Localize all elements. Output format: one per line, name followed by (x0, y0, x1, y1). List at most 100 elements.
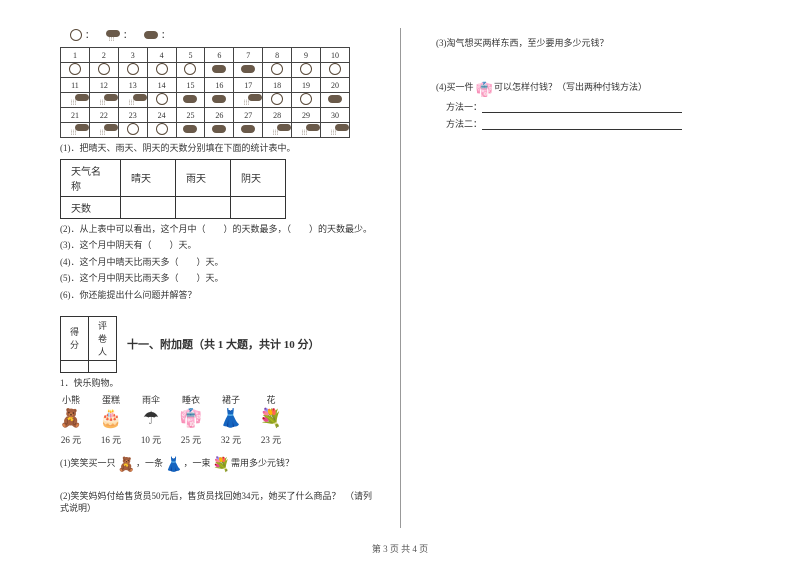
calendar-weather-cell (234, 93, 263, 108)
calendar-table: 1234567891011121314151617181920212223242… (60, 47, 350, 138)
calendar-weather-cell (118, 123, 147, 138)
score-cell (61, 360, 89, 372)
calendar-day-num: 20 (321, 78, 350, 93)
calendar-day-num: 18 (263, 78, 292, 93)
shop-item: 裙子👗32 元 (220, 393, 242, 446)
calendar-weather-cell (321, 123, 350, 138)
sq1-text-d: 需用多少元钱？ (231, 458, 294, 468)
calendar-weather-cell (118, 93, 147, 108)
section-11-title: 十一、附加题（共 1 大题，共计 10 分） (127, 336, 320, 352)
page-footer: 第 3 页 共 4 页 (0, 542, 800, 555)
calendar-day-num: 23 (118, 108, 147, 123)
answer-underline (482, 120, 682, 130)
question-2: (2)．从上表中可以看出，这个月中（ ）的天数最多，（ ）的天数最少。 (60, 223, 380, 236)
calendar-day-num: 2 (89, 48, 118, 63)
shop-item-price: 10 元 (140, 433, 162, 446)
calendar-weather-cell (292, 63, 321, 78)
shop-item-icon: 💐 (260, 408, 282, 430)
calendar-day-num: 21 (61, 108, 90, 123)
shop-item-icon: 🧸 (60, 408, 82, 430)
rq4-text-b: 可以怎样付钱？（写出两种付钱方法） (494, 82, 647, 92)
grader-cell (89, 360, 117, 372)
calendar-day-num: 11 (61, 78, 90, 93)
shop-item: 花 💐 23 元 (260, 393, 282, 446)
calendar-day-num: 4 (147, 48, 176, 63)
legend-rain-label: ： (123, 28, 132, 41)
calendar-weather-cell (321, 93, 350, 108)
stat-row-label: 天数 (61, 196, 121, 218)
right-question-4: (4)买一件 👘 可以怎样付钱？（写出两种付钱方法） (436, 80, 760, 96)
calendar-weather-cell (292, 123, 321, 138)
method2-label: 方法二： (446, 119, 482, 129)
left-column: ： ： ： 1234567891011121314151617181920212… (40, 28, 400, 528)
question-6: (6)．你还能提出什么问题并解答？ (60, 289, 380, 302)
question-4: (4)．这个月中晴天比雨天多（ ）天。 (60, 256, 380, 269)
dress-icon: 👗 (165, 456, 181, 472)
calendar-weather-cell (176, 123, 205, 138)
calendar-day-num: 7 (234, 48, 263, 63)
stat-cell (121, 196, 176, 218)
shop-item-icon: 🎂 (100, 408, 122, 430)
sun-icon (70, 29, 82, 41)
shop-item-price: 32 元 (220, 433, 242, 446)
calendar-day-num: 27 (234, 108, 263, 123)
calendar-weather-cell (61, 93, 90, 108)
calendar-day-num: 13 (118, 78, 147, 93)
calendar-weather-cell (205, 123, 234, 138)
shop-item: 蛋糕🎂16 元 (100, 393, 122, 446)
calendar-day-num: 3 (118, 48, 147, 63)
calendar-day-num: 10 (321, 48, 350, 63)
shop-item-name: 花 (260, 393, 282, 406)
calendar-day-num: 1 (61, 48, 90, 63)
calendar-day-num: 12 (89, 78, 118, 93)
right-question-3: (3)淘气想买两样东西，至少要用多少元钱？ (436, 36, 760, 50)
calendar-weather-cell (263, 123, 292, 138)
stat-header: 天气名称 (61, 159, 121, 196)
calendar-day-num: 22 (89, 108, 118, 123)
shop-item-price: 23 元 (260, 433, 282, 446)
rq4-text-a: (4)买一件 (436, 82, 474, 92)
calendar-weather-cell (234, 63, 263, 78)
question-1: (1)．把晴天、雨天、阴天的天数分别填在下面的统计表中。 (60, 142, 380, 155)
calendar-day-num: 25 (176, 108, 205, 123)
calendar-day-num: 16 (205, 78, 234, 93)
sub-question-2: (2)笑笑妈妈付给售货员50元后，售货员找回她34元，她买了什么商品？ （请列式… (60, 490, 380, 515)
calendar-day-num: 15 (176, 78, 205, 93)
calendar-day-num: 29 (292, 108, 321, 123)
question-3: (3)．这个月中阴天有（ ）天。 (60, 239, 380, 252)
shop-item-name: 睡衣 (180, 393, 202, 406)
legend-sun: ： (70, 28, 94, 41)
calendar-day-num: 6 (205, 48, 234, 63)
calendar-weather-cell (205, 63, 234, 78)
legend-rain: ： (106, 28, 132, 41)
shop-item: 睡衣👘25 元 (180, 393, 202, 446)
calendar-weather-cell (89, 93, 118, 108)
calendar-day-num: 26 (205, 108, 234, 123)
calendar-day-num: 8 (263, 48, 292, 63)
calendar-weather-cell (321, 63, 350, 78)
answer-underline (482, 103, 682, 113)
method1-label: 方法一： (446, 102, 482, 112)
shop-item-icon: ☂ (140, 408, 162, 430)
shop-item-price: 26 元 (60, 433, 82, 446)
shop-item-name: 雨伞 (140, 393, 162, 406)
shop-item-price: 16 元 (100, 433, 122, 446)
stat-cell (176, 196, 231, 218)
score-table: 得分 评卷人 (60, 316, 117, 373)
statistics-table: 天气名称 晴天 雨天 阴天 天数 (60, 159, 286, 219)
sub-question-1: (1)笑笑买一只 🧸 ，一条 👗 ，一束 💐 需用多少元钱？ (60, 456, 380, 472)
shop-item-price: 25 元 (180, 433, 202, 446)
calendar-weather-cell (147, 93, 176, 108)
calendar-weather-cell (292, 93, 321, 108)
calendar-weather-cell (263, 93, 292, 108)
legend-sun-label: ： (85, 28, 94, 41)
legend-cloud: ： (144, 28, 170, 41)
calendar-day-num: 14 (147, 78, 176, 93)
shop-items-row: 小熊🧸26 元蛋糕🎂16 元雨伞☂10 元睡衣👘25 元裙子👗32 元花💐23 … (60, 393, 380, 446)
calendar-weather-cell (263, 63, 292, 78)
calendar-day-num: 17 (234, 78, 263, 93)
sq1-text-c: ，一束 (184, 458, 211, 468)
right-column: (3)淘气想买两样东西，至少要用多少元钱？ (4)买一件 👘 可以怎样付钱？（写… (400, 28, 760, 528)
calendar-weather-cell (234, 123, 263, 138)
calendar-weather-cell (176, 63, 205, 78)
